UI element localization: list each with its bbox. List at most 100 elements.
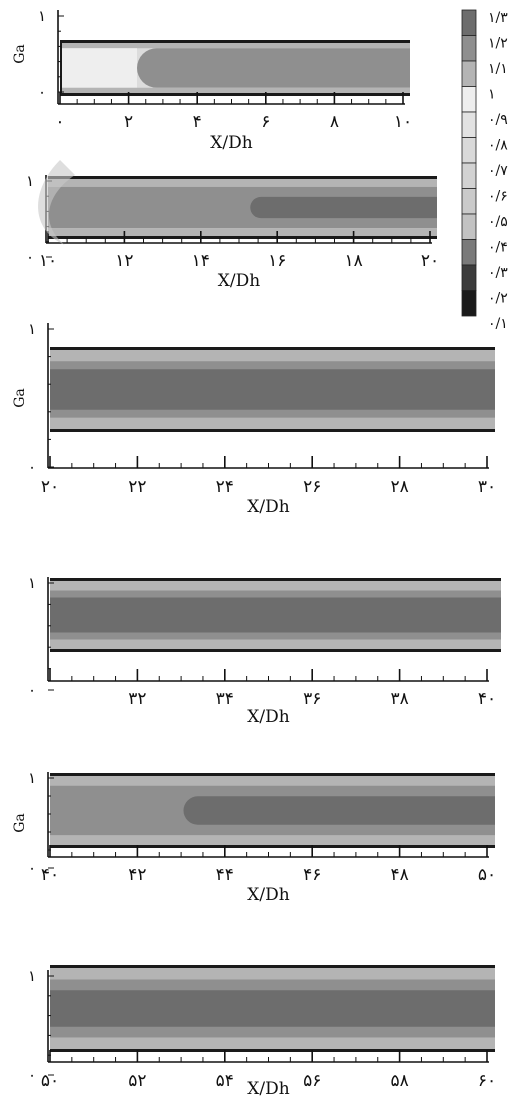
panel-1-band-3: [60, 48, 137, 88]
panel-6-x-label: X/Dh: [247, 1079, 289, 1099]
panel-2-x-tick-label: ۲۰: [421, 251, 439, 271]
legend-label-13: ۰/۱: [488, 316, 508, 332]
panel-3-band-1: [50, 349, 495, 362]
panel-4-y-tick-label-top: ۱: [28, 574, 36, 592]
legend-swatch-11: [461, 264, 477, 291]
panel-2-band-1: [48, 178, 437, 187]
panel-5-y-label: Ga: [12, 813, 28, 833]
panel-1-band-2: [137, 48, 430, 88]
panel-2-x-tick-label: ۱۶: [268, 251, 286, 271]
legend-swatch-10: [461, 239, 477, 266]
panel-2-x-tick-label: ۱۸: [344, 251, 362, 271]
panel-2-x-tick-label: ۱۰: [39, 251, 57, 271]
panel-5-x-tick-label: ۴۴: [216, 865, 234, 885]
legend-label-6: ۰/۸: [488, 138, 508, 154]
legend-swatch-8: [461, 188, 477, 215]
panel-5-x-label: X/Dh: [247, 885, 289, 905]
panel-4-band-1: [50, 580, 501, 591]
panel-5-x-tick-label: ۴۰: [41, 865, 59, 885]
panel-5-y-tick-label-top: ۱: [28, 769, 36, 787]
panel-6-bottom-wall: [50, 1049, 495, 1052]
panel-4-top-wall: [50, 578, 501, 581]
panel-2-band-3: [250, 196, 448, 219]
panel-3-x-tick-label: ۲۸: [390, 477, 408, 497]
watermark-logo: [38, 160, 75, 245]
panel-4-clip: [501, 578, 524, 652]
panel-3-x-tick-label: ۲۰: [41, 477, 59, 497]
panel-1-x-tick-label: ۲: [124, 112, 133, 132]
panel-3-y-label: Ga: [12, 388, 28, 408]
panel-3-x-tick-label: ۳۰: [478, 477, 496, 497]
panel-6-band-1: [50, 967, 495, 980]
legend-swatch-7: [461, 162, 477, 189]
panel-3-x-tick-label: ۲۶: [303, 477, 321, 497]
legend-label-5: ۰/۹: [488, 112, 508, 128]
panel-3-bottom-wall: [50, 429, 495, 432]
panel-2-x-label: X/Dh: [218, 271, 260, 291]
legend-swatch-6: [461, 137, 477, 164]
panel-1-top-wall: [60, 40, 410, 43]
panel-1-band-1: [60, 42, 410, 49]
legend-swatch-5: [461, 111, 477, 138]
panel-2-band-4: [48, 228, 437, 237]
panel-5-bottom-wall: [50, 845, 495, 848]
panel-1-x-label: X/Dh: [210, 133, 252, 153]
panel-3-top-wall: [50, 347, 495, 350]
panel-6-x-tick-label: ۶۰: [478, 1071, 496, 1091]
legend-swatch-4: [461, 86, 477, 113]
panel-1-x-tick-label: ۱۰: [394, 112, 412, 132]
panel-3-x-tick-label: ۲۲: [128, 477, 146, 497]
panel-1-bottom-wall: [60, 93, 410, 96]
panel-3-y-tick-label-bottom: ۰: [28, 458, 36, 476]
legend-label-10: ۰/۴: [488, 240, 508, 256]
panel-3-x-label: X/Dh: [247, 497, 289, 517]
legend-label-4: ۱: [488, 87, 496, 103]
panel-5-band-4: [50, 835, 495, 846]
panel-1-left-wall: [60, 40, 62, 95]
panel-2-bottom-wall: [48, 236, 437, 239]
panel-3-clip: [495, 347, 524, 432]
panel-1-x-tick-label: ۶: [261, 112, 270, 132]
legend-swatch-1: [461, 9, 477, 36]
panel-4-band-4: [50, 639, 501, 650]
panel-1-x-tick-label: ۸: [330, 112, 339, 132]
panel-4-y-tick-label-bottom: ۰: [28, 681, 36, 699]
legend-swatch-9: [461, 213, 477, 240]
legend-label-12: ۰/۲: [488, 291, 508, 307]
legend-label-8: ۰/۶: [488, 189, 508, 205]
panel-4-x-label: X/Dh: [247, 707, 289, 727]
panel-2-y-tick-label-top: ۱: [26, 172, 34, 190]
panel-4-band-3: [50, 597, 501, 633]
panel-6-x-tick-label: ۵۶: [303, 1071, 321, 1091]
panel-6-clip: [495, 965, 524, 1052]
panel-4-x-tick-label: ۴۰: [478, 689, 496, 709]
legend-swatch-2: [461, 35, 477, 62]
legend-label-1: ۱/۳: [488, 10, 508, 26]
panel-1-y-tick-label-bottom: ۰: [38, 83, 46, 101]
legend-label-2: ۱/۲: [488, 36, 508, 52]
panel-5-y-tick-label-bottom: ۰: [28, 859, 36, 877]
panel-1-y-tick-label-top: ۱: [38, 7, 46, 25]
legend-label-3: ۱/۱: [488, 61, 508, 77]
panel-6-y-tick-label-bottom: ۰: [28, 1066, 36, 1084]
legend-label-9: ۰/۵: [488, 214, 508, 230]
panel-6-x-tick-label: ۵۸: [390, 1071, 408, 1091]
panel-3-x-tick-label: ۲۴: [216, 477, 234, 497]
panel-2-x-tick-label: ۱۴: [192, 251, 210, 271]
legend-label-11: ۰/۳: [488, 265, 508, 281]
panel-5-x-tick-label: ۴۶: [303, 865, 321, 885]
panel-1-clip: [410, 40, 440, 96]
panel-2-y-tick-label-bottom: ۰: [26, 248, 34, 266]
panel-5-clip: [495, 773, 524, 848]
panel-4-x-tick-label: ۳۶: [303, 689, 321, 709]
legend-label-7: ۰/۷: [488, 163, 508, 179]
panel-3-band-4: [50, 417, 495, 430]
panel-5-band-1: [50, 775, 495, 786]
panel-2-x-tick-label: ۱۲: [115, 251, 133, 271]
panel-5-x-tick-label: ۴۸: [390, 865, 408, 885]
panel-6-band-4: [50, 1037, 495, 1050]
panel-5-top-wall: [50, 773, 495, 776]
panel-6-x-tick-label: ۵۴: [216, 1071, 234, 1091]
panel-6-x-tick-label: ۵۰: [41, 1071, 59, 1091]
